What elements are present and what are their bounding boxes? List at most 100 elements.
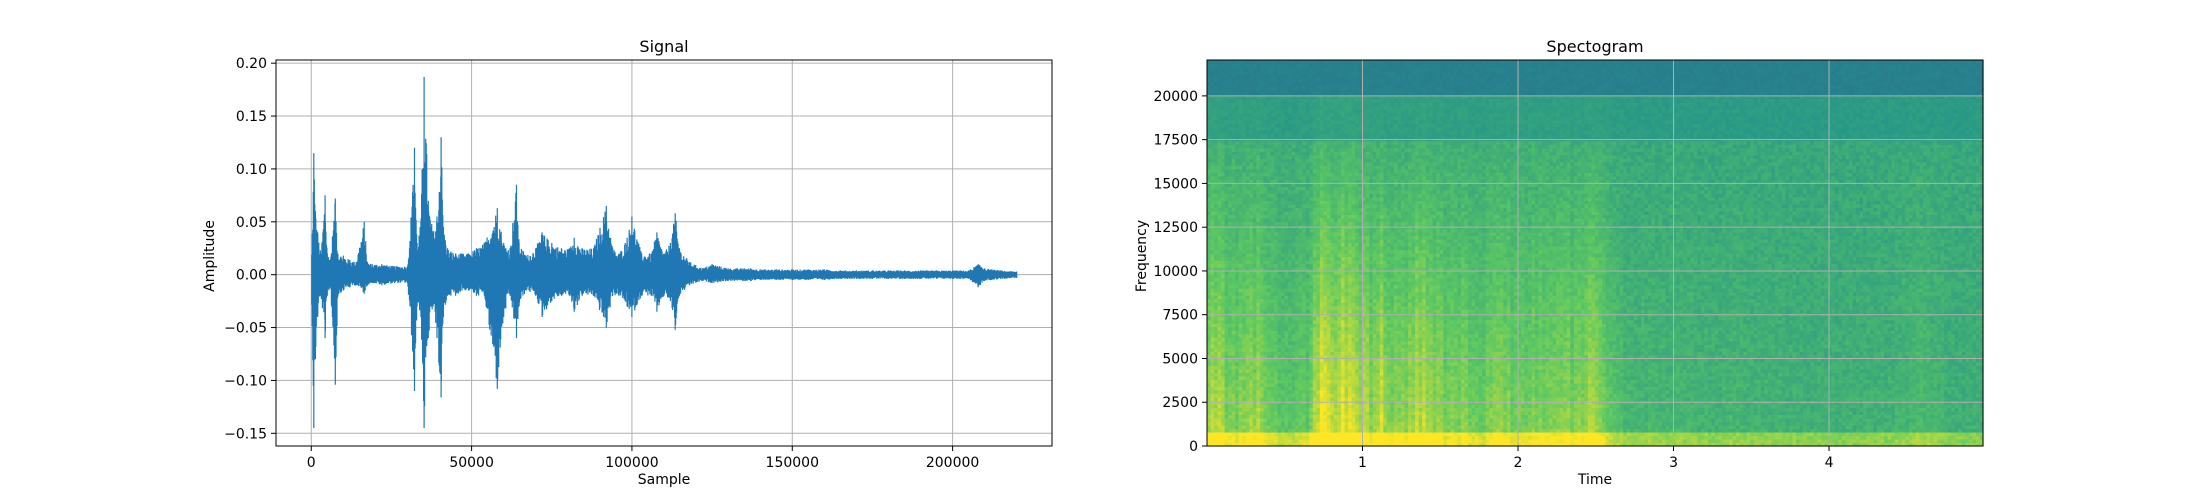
spectrogram-cell: [1239, 372, 1243, 376]
spectrogram-cell: [1316, 116, 1320, 120]
spectrogram-cell: [1256, 99, 1260, 103]
spectrogram-cell: [1246, 60, 1250, 64]
spectrogram-cell: [1309, 197, 1313, 201]
spectrogram-cell: [1302, 320, 1306, 324]
spectrogram-cell: [1285, 116, 1289, 120]
spectrogram-cell: [1270, 144, 1274, 148]
spectrogram-cell: [1221, 376, 1225, 380]
spectrogram-cell: [1316, 232, 1320, 236]
spectrogram-cell: [1221, 386, 1225, 390]
spectrogram-cell: [1278, 207, 1282, 211]
spectrogram-cell: [1218, 81, 1222, 85]
spectrogram-cell: [1235, 242, 1239, 246]
spectrogram-cell: [1338, 330, 1342, 334]
spectrogram-cell: [1334, 81, 1338, 85]
spectrogram-cell: [1211, 165, 1215, 169]
spectrogram-cell: [1313, 127, 1317, 131]
spectrogram-cell: [1218, 432, 1222, 436]
spectrogram-cell: [1299, 253, 1303, 257]
spectrogram-cell: [1218, 264, 1222, 268]
spectrogram-cell: [1341, 193, 1345, 197]
spectrogram-cell: [1316, 411, 1320, 415]
spectrogram-cell: [1256, 88, 1260, 92]
spectrogram-cell: [1274, 274, 1278, 278]
spectrogram-cell: [1235, 165, 1239, 169]
spectrogram-cell: [1281, 439, 1285, 443]
spectrogram-cell: [1341, 348, 1345, 352]
spectrogram-cell: [1232, 397, 1236, 401]
spectrogram-cell: [1207, 169, 1211, 173]
spectrogram-cell: [1270, 99, 1274, 103]
spectrogram-cell: [1352, 428, 1356, 432]
spectrogram-cell: [1355, 397, 1359, 401]
spectrogram-cell: [1278, 67, 1282, 71]
spectrogram-cell: [1355, 78, 1359, 82]
spectrogram-cell: [1235, 172, 1239, 176]
spectrogram-cell: [1270, 278, 1274, 282]
spectrogram-cell: [1267, 232, 1271, 236]
spectrogram-cell: [1214, 253, 1218, 257]
spectrogram-cell: [1228, 379, 1232, 383]
spectrogram-cell: [1352, 134, 1356, 138]
spectrogram-cell: [1338, 414, 1342, 418]
spectrogram-cell: [1239, 407, 1243, 411]
spectrogram-cell: [1288, 92, 1292, 96]
spectrogram-cell: [1288, 253, 1292, 257]
spectrogram-cell: [1348, 99, 1352, 103]
spectrogram-cell: [1285, 197, 1289, 201]
spectrogram-cell: [1355, 306, 1359, 310]
spectrogram-cell: [1256, 260, 1260, 264]
spectrogram-cell: [1341, 383, 1345, 387]
spectrogram-cell: [1292, 165, 1296, 169]
spectrogram-cell: [1242, 165, 1246, 169]
spectrogram-cell: [1228, 425, 1232, 429]
spectrogram-cell: [1288, 179, 1292, 183]
spectrogram-cell: [1256, 141, 1260, 145]
spectrogram-cell: [1278, 302, 1282, 306]
spectrogram-cell: [1338, 369, 1342, 373]
spectrogram-cell: [1263, 435, 1267, 439]
spectrogram-cell: [1232, 239, 1236, 243]
spectrogram-cell: [1263, 235, 1267, 239]
spectrogram-cell: [1316, 323, 1320, 327]
spectrogram-cell: [1260, 246, 1264, 250]
spectrogram-cell: [1218, 302, 1222, 306]
spectrogram-cell: [1316, 74, 1320, 78]
spectrogram-cell: [1334, 288, 1338, 292]
spectrogram-cell: [1288, 214, 1292, 218]
spectrogram-cell: [1320, 158, 1324, 162]
spectrogram-cell: [1352, 376, 1356, 380]
spectrogram-cell: [1302, 302, 1306, 306]
spectrogram-cell: [1313, 435, 1317, 439]
spectrogram-cell: [1299, 379, 1303, 383]
spectrogram-cell: [1239, 242, 1243, 246]
spectrogram-cell: [1267, 74, 1271, 78]
spectrogram-cell: [1228, 193, 1232, 197]
spectrogram-cell: [1242, 85, 1246, 89]
spectrogram-cell: [1211, 99, 1215, 103]
spectrogram-cell: [1313, 204, 1317, 208]
spectrogram-cell: [1274, 179, 1278, 183]
spectrogram-cell: [1316, 141, 1320, 145]
spectrogram-cell: [1313, 323, 1317, 327]
spectrogram-cell: [1253, 74, 1257, 78]
spectrogram-cell: [1242, 218, 1246, 222]
spectrogram-cell: [1334, 302, 1338, 306]
spectrogram-cell: [1232, 109, 1236, 113]
spectrogram-cell: [1260, 221, 1264, 225]
spectrogram-cell: [1218, 232, 1222, 236]
spectrogram-cell: [1292, 306, 1296, 310]
spectrogram-cell: [1334, 383, 1338, 387]
spectrogram-cell: [1214, 435, 1218, 439]
spectrogram-cell: [1207, 123, 1211, 127]
spectrogram-cell: [1334, 379, 1338, 383]
spectrogram-cell: [1267, 67, 1271, 71]
spectrogram-cell: [1253, 130, 1257, 134]
spectrogram-cell: [1288, 435, 1292, 439]
spectrogram-cell: [1330, 421, 1334, 425]
spectrogram-cell: [1211, 130, 1215, 134]
spectrogram-cell: [1355, 74, 1359, 78]
spectrogram-cell: [1249, 169, 1253, 173]
spectrogram-cell: [1348, 235, 1352, 239]
spectrogram-cell: [1214, 155, 1218, 159]
